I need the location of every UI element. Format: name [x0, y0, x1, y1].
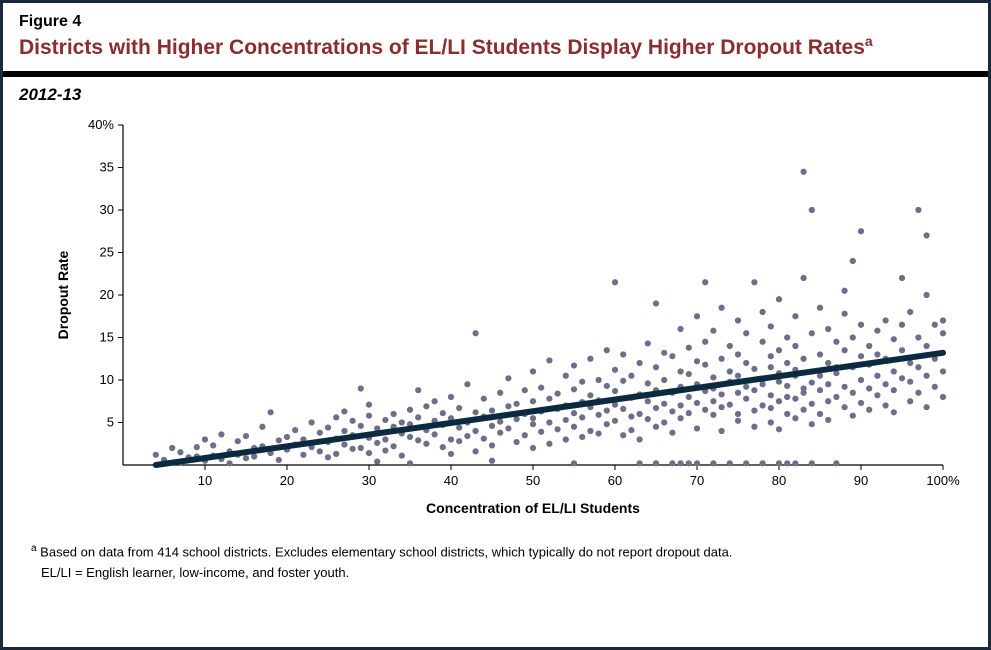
svg-text:40: 40 [444, 473, 458, 488]
figure-title: Districts with Higher Concentrations of … [19, 33, 972, 61]
svg-text:30: 30 [362, 473, 376, 488]
svg-text:30: 30 [100, 202, 114, 217]
svg-text:10: 10 [100, 372, 114, 387]
svg-text:40%: 40% [88, 117, 114, 132]
svg-text:5: 5 [107, 415, 114, 430]
subhead-year: 2012-13 [3, 77, 988, 105]
svg-text:70: 70 [690, 473, 704, 488]
svg-text:80: 80 [772, 473, 786, 488]
svg-text:35: 35 [100, 160, 114, 175]
svg-text:60: 60 [608, 473, 622, 488]
footnote-a: a Based on data from 414 school district… [31, 541, 968, 563]
title-text: Districts with Higher Concentrations of … [19, 36, 865, 59]
svg-text:25: 25 [100, 245, 114, 260]
header: Figure 4 Districts with Higher Concentra… [3, 3, 988, 67]
footnote-b: EL/LI = English learner, low-income, and… [31, 563, 968, 584]
title-super: a [865, 33, 873, 49]
figure-container: Figure 4 Districts with Higher Concentra… [0, 0, 991, 650]
footnote-a-text: Based on data from 414 school districts.… [37, 545, 733, 560]
footnotes: a Based on data from 414 school district… [3, 535, 988, 584]
svg-text:100%: 100% [926, 473, 960, 488]
svg-text:20: 20 [280, 473, 294, 488]
svg-text:20: 20 [100, 287, 114, 302]
scatter-chart: 5 10 15 20 25 30 35 40% 10 20 30 40 50 60 70 80 90 100% Co… [3, 105, 991, 535]
chart-area: 5 10 15 20 25 30 35 40% 10 20 30 40 50 60 70 80 90 100% Co… [3, 105, 988, 535]
svg-text:15: 15 [100, 330, 114, 345]
figure-label: Figure 4 [19, 13, 972, 31]
svg-text:Concentration of EL/LI Student: Concentration of EL/LI Students [426, 500, 640, 516]
svg-text:50: 50 [526, 473, 540, 488]
svg-text:10: 10 [198, 473, 212, 488]
svg-text:90: 90 [854, 473, 868, 488]
svg-text:Dropout Rate: Dropout Rate [55, 251, 71, 340]
